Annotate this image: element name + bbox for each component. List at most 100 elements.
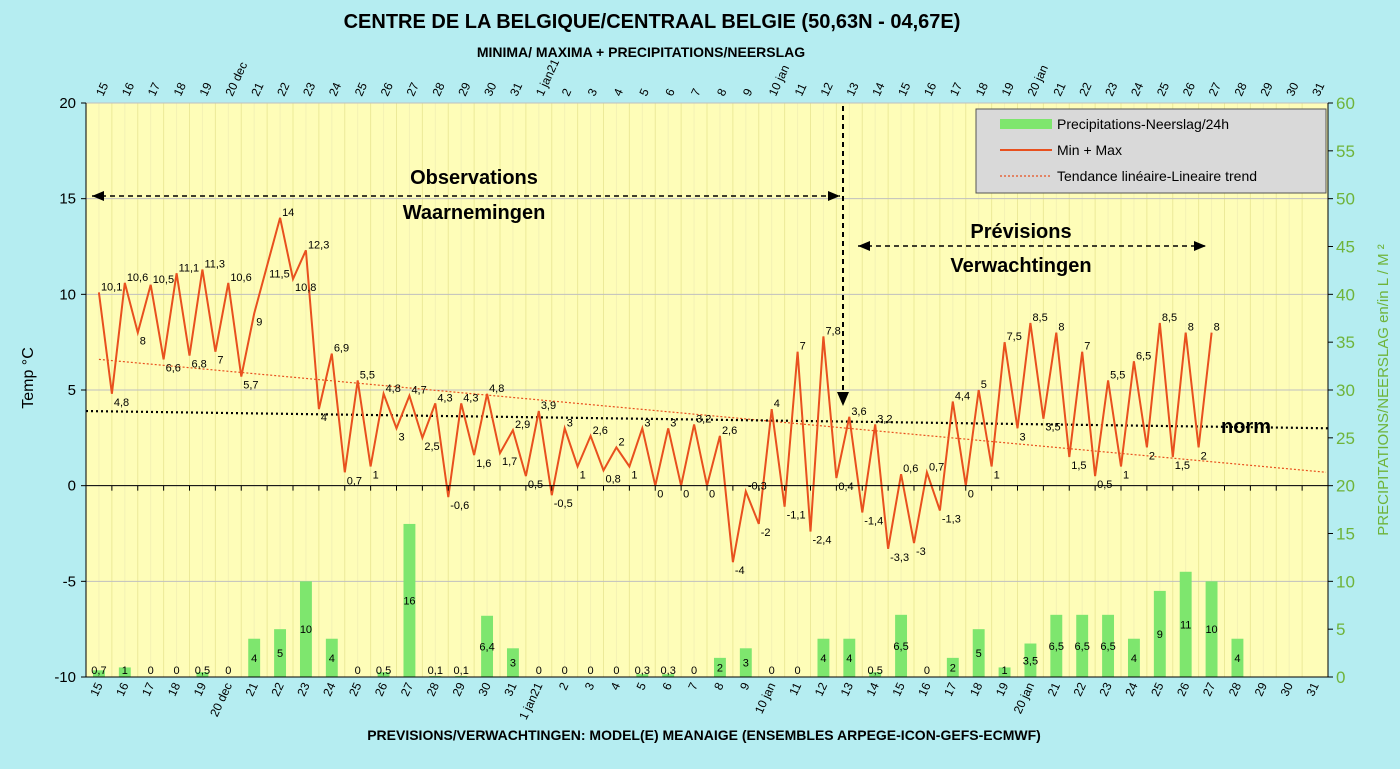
- x-tick-label-top: 29: [1257, 80, 1275, 98]
- temp-data-label: -1,4: [864, 515, 883, 527]
- precip-data-label: 0: [174, 665, 180, 677]
- temp-data-label: 0: [968, 489, 974, 501]
- previsions-arrow-left: [858, 241, 870, 251]
- y-tick-label: 5: [68, 382, 76, 399]
- y-axis-label: Temp °C: [20, 347, 37, 409]
- x-tick-label-top: 26: [378, 80, 396, 98]
- y2-tick-label: 30: [1336, 381, 1355, 400]
- x-tick-label-bottom: 16: [113, 680, 131, 698]
- precip-bar: [377, 672, 390, 677]
- x-tick-label-bottom: 27: [1200, 680, 1218, 698]
- temp-data-label: 11,1: [179, 262, 200, 274]
- precip-bar: [817, 638, 830, 677]
- precip-data-label: 0,5: [868, 665, 883, 677]
- precip-bar: [972, 629, 985, 677]
- precip-data-label: 5: [277, 648, 283, 660]
- x-tick-label-bottom: 18: [967, 680, 985, 698]
- x-tick-label-bottom: 19: [993, 680, 1011, 698]
- temp-data-label: 4,8: [489, 383, 504, 395]
- precip-data-label: 3: [510, 658, 516, 670]
- precip-bar: [1231, 638, 1244, 677]
- temp-data-label: 5,7: [243, 380, 258, 392]
- x-tick-label-bottom: 15: [87, 680, 105, 698]
- temp-data-label: 0: [683, 489, 689, 501]
- temp-data-label: -4: [735, 565, 745, 577]
- x-tick-label-bottom: 7: [685, 680, 701, 692]
- precip-bar: [1179, 571, 1192, 677]
- x-tick-label-top: 29: [455, 80, 473, 98]
- precip-data-label: 0,7: [91, 665, 106, 677]
- precip-bar: [869, 672, 882, 677]
- precip-data-label: 2: [950, 662, 956, 674]
- temp-data-label: 8: [1058, 322, 1064, 334]
- precip-data-label: 0,3: [635, 665, 650, 677]
- precip-bar: [92, 670, 105, 677]
- temp-data-label: 4,4: [955, 390, 970, 402]
- precip-bar: [196, 672, 209, 677]
- temp-data-label: 1,5: [1175, 460, 1190, 472]
- temp-data-label: 10,6: [230, 272, 251, 284]
- temp-data-label: 2,6: [722, 425, 737, 437]
- temp-data-label: 4,3: [463, 392, 478, 404]
- legend-label-temp: Min + Max: [1057, 142, 1122, 158]
- temp-data-label: 8: [1188, 322, 1194, 334]
- norm-label: norm: [1221, 416, 1271, 438]
- temp-data-label: 8,5: [1032, 312, 1047, 324]
- precip-data-label: 0: [769, 665, 775, 677]
- x-tick-label-bottom: 24: [1122, 680, 1140, 698]
- temp-data-label: 10,1: [101, 281, 122, 293]
- x-tick-label-bottom: 18: [165, 680, 183, 698]
- x-tick-label-bottom: 16: [915, 680, 933, 698]
- precip-bar: [118, 667, 131, 677]
- temp-data-label: 8,5: [1162, 312, 1177, 324]
- x-tick-label-bottom: 31: [501, 680, 519, 698]
- x-tick-label-top: 20 dec: [222, 60, 250, 99]
- precip-data-label: 0: [148, 665, 154, 677]
- temp-data-label: 6,6: [166, 362, 181, 374]
- x-tick-label-top: 24: [326, 80, 344, 98]
- observations-arrow-left: [92, 191, 104, 201]
- x-tick-label-top: 18: [171, 80, 189, 98]
- precip-data-label: 0: [355, 665, 361, 677]
- temp-data-label: 12,3: [308, 239, 329, 251]
- temp-data-label: 0,8: [606, 473, 621, 485]
- temp-data-label: 6,9: [334, 343, 349, 355]
- temp-data-label: 0,5: [528, 479, 543, 491]
- temp-data-label: -3,3: [890, 552, 909, 564]
- precip-data-label: 0: [562, 665, 568, 677]
- forecast-divider-arrow: [837, 392, 849, 406]
- precip-data-label: 4: [846, 653, 852, 665]
- precip-data-label: 4: [1131, 653, 1137, 665]
- temp-data-label: 11,3: [204, 258, 225, 270]
- temp-data-label: 1,7: [502, 456, 517, 468]
- temp-data-label: 4,8: [386, 383, 401, 395]
- waarnemingen-label: Waarnemingen: [403, 202, 546, 224]
- x-tick-label-top: 15: [93, 80, 111, 98]
- x-tick-label-top: 21: [248, 80, 266, 98]
- precip-data-label: 0: [924, 665, 930, 677]
- precip-data-label: 3: [743, 658, 749, 670]
- temp-data-label: 2,6: [593, 425, 608, 437]
- y-tick-label: 15: [59, 191, 76, 208]
- y2-tick-label: 55: [1336, 142, 1355, 161]
- temp-data-label: -1,3: [942, 514, 961, 526]
- precip-data-label: 1: [122, 665, 128, 677]
- x-tick-label-top: 21: [1050, 80, 1068, 98]
- y-tick-label: 20: [59, 95, 76, 112]
- precip-bar: [1127, 638, 1140, 677]
- temp-data-label: 7: [217, 355, 223, 367]
- x-tick-label-bottom: 25: [346, 680, 364, 698]
- precip-data-label: 0,1: [428, 665, 443, 677]
- precip-data-label: 0: [613, 665, 619, 677]
- temp-data-label: 1: [994, 470, 1000, 482]
- temp-data-label: -0,6: [450, 500, 469, 512]
- temp-data-label: 9: [256, 316, 262, 328]
- x-tick-label-bottom: 29: [450, 680, 468, 698]
- precip-bar: [403, 523, 416, 677]
- x-tick-label-top: 20 jan: [1024, 63, 1051, 99]
- temp-data-label: -2: [761, 527, 771, 539]
- precip-bar: [299, 581, 312, 677]
- x-tick-label-bottom: 28: [424, 680, 442, 698]
- temp-data-label: 1: [1123, 470, 1129, 482]
- x-tick-label-top: 3: [585, 86, 601, 98]
